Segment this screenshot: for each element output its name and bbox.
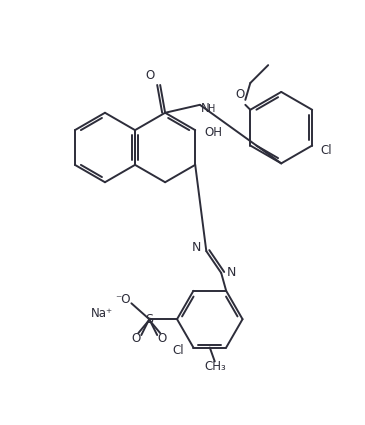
Text: S: S [145,313,153,326]
Text: N: N [192,241,201,254]
Text: N: N [200,102,209,115]
Text: Cl: Cl [173,344,184,357]
Text: Na⁺: Na⁺ [91,307,113,320]
Text: Cl: Cl [320,144,332,157]
Text: CH₃: CH₃ [204,360,226,373]
Text: OH: OH [204,126,222,139]
Text: O: O [132,332,141,345]
Text: N: N [226,266,236,280]
Text: O: O [146,68,155,82]
Text: O: O [158,332,167,345]
Text: O: O [236,88,245,102]
Text: H: H [208,104,215,114]
Text: ⁻O: ⁻O [116,293,131,306]
